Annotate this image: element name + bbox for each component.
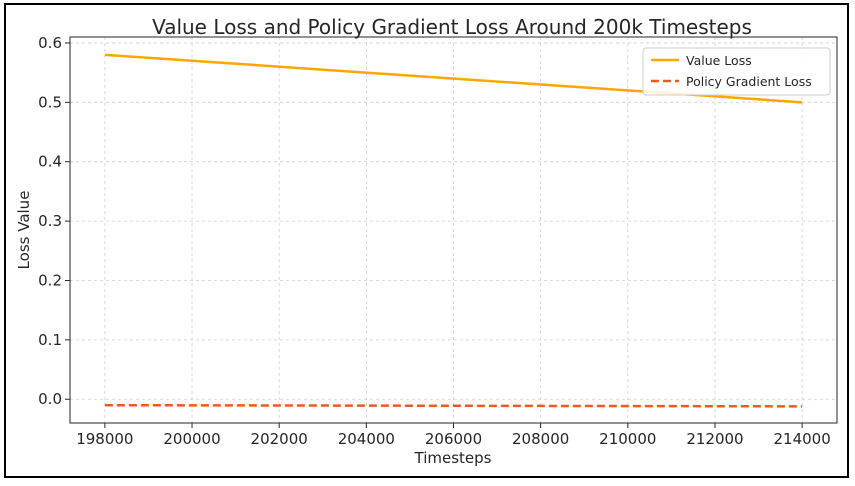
y-tick-label: 0.1 <box>38 331 62 349</box>
x-tick-label: 206000 <box>425 430 482 448</box>
y-tick-label: 0.6 <box>38 34 62 52</box>
x-tick-label: 202000 <box>251 430 308 448</box>
legend-label-policy-gradient-loss: Policy Gradient Loss <box>686 74 812 89</box>
legend: Value Loss Policy Gradient Loss <box>642 47 831 96</box>
x-tick-label: 204000 <box>338 430 395 448</box>
legend-label-value-loss: Value Loss <box>686 53 752 68</box>
chart-title: Value Loss and Policy Gradient Loss Arou… <box>152 15 752 39</box>
x-tick-label: 198000 <box>76 430 133 448</box>
x-tick-label: 200000 <box>163 430 220 448</box>
legend-box <box>642 47 831 96</box>
x-axis-ticks: 198000 200000 202000 204000 206000 208000 2100… <box>76 423 831 448</box>
y-tick-label: 0.3 <box>38 212 62 230</box>
y-axis-ticks: 0.0 0.1 0.2 0.3 0.4 0.5 0.6 <box>38 34 70 408</box>
y-tick-label: 0.0 <box>38 390 62 408</box>
x-tick-label: 212000 <box>686 430 743 448</box>
x-tick-label: 208000 <box>512 430 569 448</box>
series-line-policy-gradient-loss <box>104 403 803 408</box>
x-tick-label: 210000 <box>599 430 656 448</box>
x-axis-label: Timesteps <box>414 449 492 467</box>
x-tick-label: 214000 <box>774 430 831 448</box>
y-tick-label: 0.4 <box>38 153 62 171</box>
y-tick-label: 0.5 <box>38 93 62 111</box>
y-tick-label: 0.2 <box>38 271 62 289</box>
grid-lines <box>70 37 837 423</box>
y-axis-label: Loss Value <box>15 191 33 270</box>
